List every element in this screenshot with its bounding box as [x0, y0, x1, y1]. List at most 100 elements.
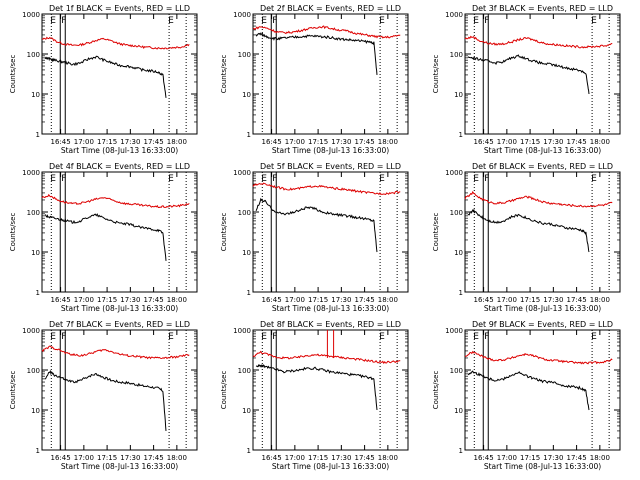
- y-tick-label: 1000: [233, 327, 251, 335]
- marker-E-label: E: [591, 332, 597, 342]
- y-axis-label: Counts/sec: [432, 371, 440, 410]
- marker-F-label: F: [484, 16, 489, 26]
- panel-5: Det 5f BLACK = Events, RED = LLD 1 10 100 10…: [220, 162, 409, 313]
- y-axis-label: Counts/sec: [220, 213, 228, 252]
- panel-title: Det 1f BLACK = Events, RED = LLD: [49, 4, 190, 13]
- x-tick-label: 17:30: [120, 454, 140, 462]
- x-axis-label: Start Time (08-Jul-13 16:33:00): [484, 146, 601, 155]
- plot-frame: [252, 329, 409, 451]
- x-tick-label: 17:15: [308, 138, 328, 146]
- x-axis-label: Start Time (08-Jul-13 16:33:00): [484, 462, 601, 471]
- y-tick-label: 1000: [445, 11, 463, 19]
- y-axis-label: Counts/sec: [9, 55, 17, 94]
- y-tick-label: 1: [459, 289, 463, 297]
- x-tick-label: 18:00: [590, 454, 610, 462]
- y-tick-label: 1000: [22, 169, 40, 177]
- panel-6: Det 6f BLACK = Events, RED = LLD 1 10 100 10…: [432, 162, 621, 313]
- lld-series-line: [464, 35, 613, 49]
- x-tick-label: 18:00: [167, 296, 187, 304]
- x-tick-label: 17:00: [74, 296, 94, 304]
- x-axis-label: Start Time (08-Jul-13 16:33:00): [61, 304, 178, 313]
- y-axis-label: Counts/sec: [220, 55, 228, 94]
- y-tick-label: 100: [450, 367, 463, 375]
- x-tick-label: 18:00: [378, 296, 398, 304]
- y-tick-label: 1000: [233, 169, 251, 177]
- y-tick-label: 1: [36, 447, 40, 455]
- x-tick-label: 16:45: [51, 138, 71, 146]
- y-tick-label: 10: [454, 407, 463, 415]
- y-axis-label: Counts/sec: [9, 371, 17, 410]
- x-tick-label: 17:15: [308, 454, 328, 462]
- y-tick-label: 1: [247, 447, 251, 455]
- x-tick-label: 17:00: [285, 138, 305, 146]
- x-tick-label: 18:00: [378, 454, 398, 462]
- marker-E-label: E: [379, 174, 385, 184]
- x-tick-label: 17:00: [497, 296, 517, 304]
- x-tick-label: 18:00: [167, 454, 187, 462]
- panel-title: Det 9f BLACK = Events, RED = LLD: [472, 320, 613, 329]
- x-tick-label: 17:45: [567, 454, 587, 462]
- y-tick-label: 1000: [445, 169, 463, 177]
- x-tick-label: 16:45: [51, 454, 71, 462]
- x-tick-label: 17:15: [97, 454, 117, 462]
- marker-E-label: E: [591, 174, 597, 184]
- lld-series-line: [252, 182, 401, 196]
- marker-E-label: E: [261, 332, 267, 342]
- plot-frame: [41, 329, 198, 451]
- x-tick-label: 17:00: [74, 454, 94, 462]
- x-tick-label: 17:45: [567, 296, 587, 304]
- events-series-line: [467, 208, 590, 253]
- marker-E-label: E: [591, 16, 597, 26]
- marker-F-label: F: [272, 332, 277, 342]
- y-tick-label: 1000: [445, 327, 463, 335]
- x-tick-label: 17:15: [308, 296, 328, 304]
- x-tick-label: 18:00: [590, 296, 610, 304]
- x-tick-label: 17:45: [355, 138, 375, 146]
- y-tick-label: 1: [247, 289, 251, 297]
- y-axis-label: Counts/sec: [432, 213, 440, 252]
- y-tick-label: 100: [238, 51, 251, 59]
- x-tick-label: 17:00: [74, 138, 94, 146]
- y-tick-label: 10: [31, 407, 40, 415]
- marker-E-label: E: [379, 16, 385, 26]
- marker-E-label: E: [473, 174, 479, 184]
- y-tick-label: 10: [454, 91, 463, 99]
- x-tick-label: 17:15: [97, 296, 117, 304]
- x-tick-label: 17:00: [285, 454, 305, 462]
- y-tick-label: 100: [238, 209, 251, 217]
- x-tick-label: 17:00: [497, 138, 517, 146]
- x-tick-label: 17:30: [331, 454, 351, 462]
- panel-8: Det 8f BLACK = Events, RED = LLD 1 10 100 10…: [220, 320, 409, 471]
- plot-frame: [464, 13, 621, 135]
- y-tick-label: 1: [36, 289, 40, 297]
- y-tick-label: 1000: [22, 327, 40, 335]
- y-tick-label: 1: [36, 131, 40, 139]
- y-tick-label: 1: [459, 131, 463, 139]
- x-tick-label: 17:30: [543, 138, 563, 146]
- x-tick-label: 16:45: [474, 454, 494, 462]
- x-tick-label: 17:45: [144, 296, 164, 304]
- x-tick-label: 17:45: [355, 296, 375, 304]
- x-tick-label: 17:15: [520, 138, 540, 146]
- x-tick-label: 16:45: [51, 296, 71, 304]
- panel-4: Det 4f BLACK = Events, RED = LLD 1 10 100 10…: [9, 162, 198, 313]
- x-tick-label: 17:30: [120, 296, 140, 304]
- x-tick-label: 17:30: [120, 138, 140, 146]
- panel-title: Det 8f BLACK = Events, RED = LLD: [260, 320, 401, 329]
- lld-series-line: [41, 193, 190, 209]
- x-tick-label: 17:30: [331, 296, 351, 304]
- marker-E-label: E: [473, 332, 479, 342]
- x-tick-label: 16:45: [262, 138, 282, 146]
- lld-series-line: [464, 350, 613, 365]
- y-tick-label: 100: [450, 209, 463, 217]
- events-series-line: [44, 369, 167, 431]
- x-axis-label: Start Time (08-Jul-13 16:33:00): [61, 146, 178, 155]
- marker-E-label: E: [168, 16, 174, 26]
- lld-series-line: [252, 350, 401, 365]
- marker-E-label: E: [50, 332, 56, 342]
- events-series-line: [44, 213, 167, 261]
- y-tick-label: 1: [459, 447, 463, 455]
- plot-frame: [252, 13, 409, 135]
- x-tick-label: 17:45: [567, 138, 587, 146]
- x-tick-label: 16:45: [262, 454, 282, 462]
